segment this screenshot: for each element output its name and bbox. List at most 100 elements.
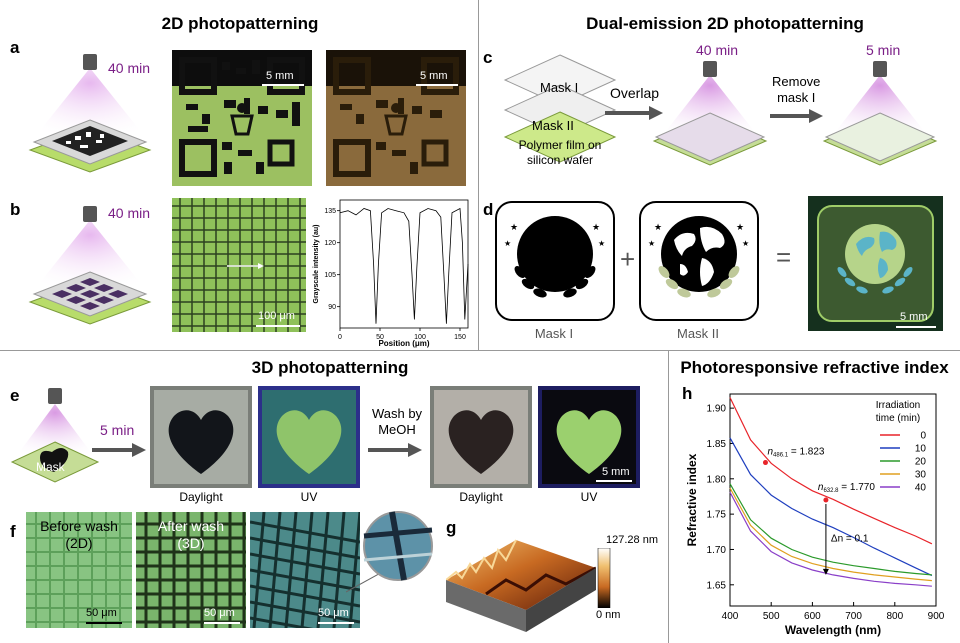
before-wash-line1: Before wash xyxy=(40,518,118,534)
wash-label: Wash by MeOH xyxy=(364,406,430,438)
qr-photo-daylight xyxy=(172,50,312,186)
scale-bar-d xyxy=(896,326,936,328)
before-wash-label: Before wash (2D) xyxy=(30,518,128,552)
x-tick-label-h: 800 xyxy=(886,611,903,622)
y-tick-label-h: 1.80 xyxy=(707,474,727,485)
series-line-b xyxy=(339,207,469,324)
legend-title-line2: time (min) xyxy=(876,413,920,424)
caption-uv-2: UV xyxy=(580,490,598,504)
legend-label-30: 30 xyxy=(915,470,927,481)
x-axis-label-b: Position (μm) xyxy=(378,339,429,348)
line-chart-b: 0 50 100 150 90 105 120 135 Position (μm) Grays… xyxy=(313,199,469,348)
panel-label-e: e xyxy=(10,386,20,405)
panel-label-c: c xyxy=(483,48,493,67)
uv-lamp-wafer-c1 xyxy=(652,61,768,166)
heart-photo-uv-1 xyxy=(258,386,360,488)
film-label-c: Polymer film on silicon wafer xyxy=(500,138,620,168)
time-label-c1: 40 min xyxy=(696,42,739,58)
mask-1-caption: Mask I xyxy=(534,326,574,341)
equals-sign: = xyxy=(776,242,792,272)
before-wash-line2: (2D) xyxy=(65,535,93,551)
time-label-a: 40 min xyxy=(108,60,151,76)
y-tick-label-b: 135 xyxy=(324,208,336,215)
section-title-dual: Dual-emission 2D photopatterning xyxy=(586,14,864,33)
afm-surface-3d xyxy=(446,539,596,632)
scale-bar-f1 xyxy=(86,622,122,624)
caption-daylight-2: Daylight xyxy=(459,490,503,504)
svg-text:★: ★ xyxy=(592,222,600,232)
panel-label-f: f xyxy=(10,522,16,541)
divider-bottom-vertical xyxy=(668,350,669,643)
refractive-index-chart: 400 500 600 700 800 9001.651.701.751.801.851.… xyxy=(685,393,945,637)
mask-1-image: ★ ★ ★ ★ xyxy=(495,201,615,321)
scale-bar-b xyxy=(256,325,300,327)
x-tick-label-h: 600 xyxy=(804,611,821,622)
scale-bar-a2 xyxy=(416,84,458,86)
series-line-0-min xyxy=(729,397,933,545)
scale-bar-a1 xyxy=(262,84,304,86)
x-tick-label-b: 100 xyxy=(414,334,426,341)
panel-label-d: d xyxy=(483,200,494,219)
caption-daylight-1: Daylight xyxy=(179,490,223,504)
x-tick-label-b: 0 xyxy=(338,334,342,341)
mask-1-label-c: Mask I xyxy=(540,80,579,95)
y-tick-label-h: 1.70 xyxy=(707,545,727,556)
scale-label-e: 5 mm xyxy=(602,466,630,478)
film-label-line1: Polymer film on xyxy=(518,138,602,152)
uv-lamp-wafer-c2 xyxy=(822,61,938,166)
remove-label-line1: Remove xyxy=(772,74,821,89)
dual-emission-photo xyxy=(808,196,943,331)
time-label-c2: 5 min xyxy=(866,42,901,58)
delta-n-label: Δn = 0.1 xyxy=(831,533,869,544)
uv-lamp-illustration-a xyxy=(28,54,152,173)
panel-label-h: h xyxy=(682,384,693,403)
x-tick-label-b: 150 xyxy=(454,334,466,341)
y-tick-label-b: 90 xyxy=(328,304,336,311)
colorbar-min-label: 0 nm xyxy=(596,609,621,621)
annotation-label-632: n632.8 = 1.770 xyxy=(818,482,875,494)
after-wash-label: After wash (3D) xyxy=(144,518,238,552)
plot-frame-b xyxy=(339,199,469,329)
plus-sign: + xyxy=(620,244,636,274)
y-axis-label-h: Refractive index xyxy=(685,453,699,546)
remove-mask-label: Remove mask I xyxy=(772,74,820,106)
svg-text:★: ★ xyxy=(648,239,655,248)
x-tick-label-h: 400 xyxy=(722,611,739,622)
wash-label-line2: MeOH xyxy=(378,422,416,437)
delta-n-arrowhead xyxy=(822,568,829,575)
panel-label-b: b xyxy=(10,200,21,219)
scale-bar-e xyxy=(596,480,632,482)
y-tick-label-b: 105 xyxy=(324,272,336,279)
scale-label-f2: 50 μm xyxy=(204,607,235,619)
x-tick-label-h: 700 xyxy=(845,611,862,622)
y-tick-label-h: 1.65 xyxy=(707,580,727,591)
divider-horizontal xyxy=(0,350,960,351)
caption-uv-1: UV xyxy=(300,490,318,504)
mask-2-label-c: Mask II xyxy=(532,118,574,133)
svg-text:★: ★ xyxy=(510,222,518,232)
svg-text:★: ★ xyxy=(736,222,744,232)
film-label-line2: silicon wafer xyxy=(526,153,594,167)
arrow-e1 xyxy=(92,443,146,457)
section-title-3d: 3D photopatterning xyxy=(251,358,409,377)
svg-text:★: ★ xyxy=(504,239,511,248)
uv-lamp-grid-illustration-b xyxy=(28,206,152,325)
scale-label-d: 5 mm xyxy=(900,311,928,323)
arrow-overlap xyxy=(605,106,663,120)
scale-label-b: 100 μm xyxy=(258,310,295,322)
series-line-10-min xyxy=(729,437,933,577)
legend-label-0: 0 xyxy=(920,431,926,442)
series-line-30-min xyxy=(729,487,932,582)
time-label-e: 5 min xyxy=(100,422,135,438)
series-line-40-min xyxy=(729,491,932,587)
afm-colorbar xyxy=(597,548,611,608)
scale-bar-f2 xyxy=(204,622,240,624)
annotation-label-486: n486.1 = 1.823 xyxy=(767,447,824,459)
panel-label-g: g xyxy=(446,518,457,537)
annotation-point-486 xyxy=(762,460,768,466)
x-tick-label-b: 50 xyxy=(376,334,384,341)
legend-label-20: 20 xyxy=(915,457,927,468)
zoom-inset xyxy=(346,511,433,593)
grid-photo-b xyxy=(172,198,306,332)
legend-title-line1: Irradiation xyxy=(876,400,920,411)
